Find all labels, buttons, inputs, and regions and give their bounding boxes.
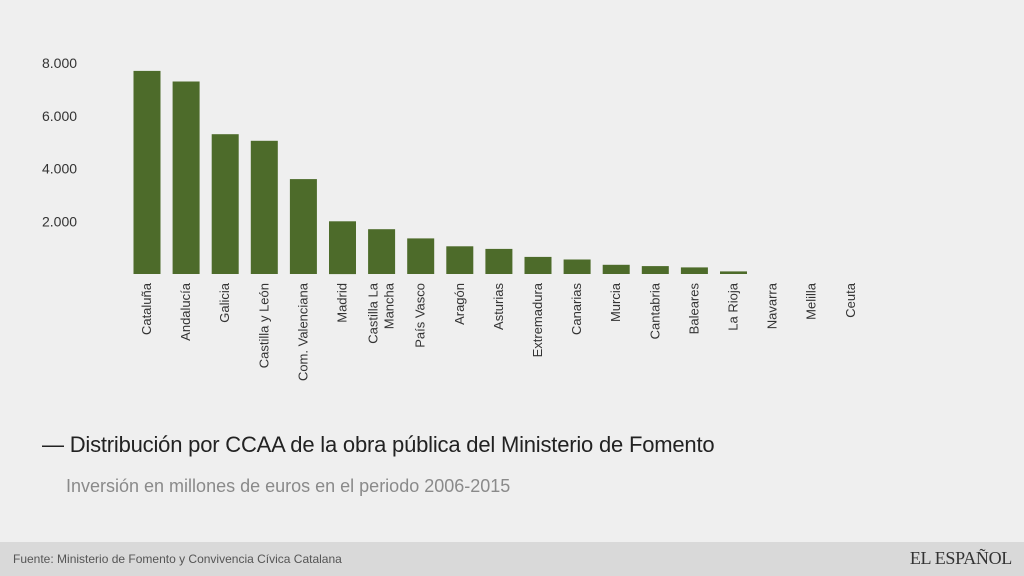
bar — [602, 264, 630, 274]
bars — [133, 70, 747, 275]
bar — [211, 134, 239, 274]
bar — [407, 238, 435, 274]
y-tick-label: 8.000 — [42, 55, 77, 71]
x-tick-label: Extremadura — [530, 282, 545, 357]
bar-chart: 2.000 4.000 6.000 8.000 Cataluña Andalucía Ga… — [42, 55, 858, 381]
source-note: Fuente: Ministerio de Fomento y Conviven… — [13, 552, 342, 566]
x-tick-label: Ceuta — [843, 282, 858, 317]
x-tick-label: Com. Valenciana — [295, 282, 310, 381]
publisher-logo: EL ESPAÑOL — [909, 548, 1012, 568]
x-tick-label: La Rioja — [726, 282, 741, 330]
x-axis: Cataluña Andalucía Galicia Castilla y León C… — [139, 282, 858, 381]
x-tick-label: Castilla y León — [256, 283, 271, 368]
bar — [641, 266, 669, 274]
x-tick-label: País Vasco — [413, 283, 428, 348]
bar — [250, 140, 278, 274]
y-tick-label: 6.000 — [42, 108, 77, 124]
bar — [368, 229, 396, 274]
x-tick-label: Asturias — [491, 283, 506, 330]
x-tick-label: Cataluña — [139, 282, 154, 335]
bar — [680, 267, 708, 274]
chart-title: — Distribución por CCAA de la obra públi… — [42, 432, 715, 457]
x-tick-label: Navarra — [765, 282, 780, 329]
x-tick-label: Mancha — [382, 282, 397, 329]
bar — [446, 246, 474, 274]
footer-bar: Fuente: Ministerio de Fomento y Conviven… — [0, 542, 1024, 576]
y-tick-label: 4.000 — [42, 161, 77, 177]
x-tick-label: Madrid — [335, 283, 350, 323]
x-tick-label: Castilla La — [366, 282, 381, 343]
x-tick-label: Aragón — [452, 283, 467, 325]
chart-subtitle: Inversión en millones de euros en el per… — [66, 476, 511, 496]
x-tick-label: Canarias — [569, 283, 584, 336]
bar — [720, 271, 747, 274]
bar — [485, 248, 513, 274]
x-tick-label: Galicia — [217, 282, 232, 323]
bar — [133, 70, 161, 275]
y-tick-label: 2.000 — [42, 213, 77, 229]
x-tick-label: Cantabria — [647, 282, 662, 339]
bar — [289, 179, 317, 274]
y-axis: 2.000 4.000 6.000 8.000 — [42, 55, 77, 229]
bar — [524, 256, 552, 274]
bar — [563, 259, 591, 274]
bar — [172, 81, 200, 274]
bar — [329, 221, 356, 275]
x-tick-label: Andalucía — [178, 282, 193, 341]
x-tick-label: Baleares — [686, 283, 701, 335]
x-tick-label: Melilla — [804, 282, 819, 320]
x-tick-label: Murcia — [608, 282, 623, 322]
